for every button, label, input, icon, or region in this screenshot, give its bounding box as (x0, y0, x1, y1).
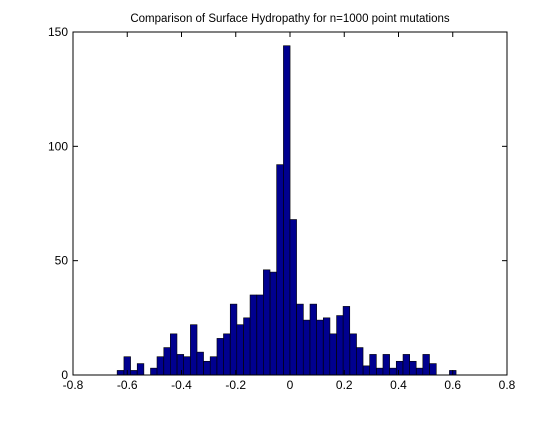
tick-labels-group: -0.8 -0.6 -0.4 -0.2 0 0.2 0.4 0.6 0.8 0 50 100 150 (48, 25, 516, 392)
bar-16 (223, 333, 231, 376)
bar-44 (409, 360, 417, 376)
chart-title: Comparison of Surface Hydropathy for n=1… (130, 13, 450, 25)
bar-7 (163, 347, 171, 376)
bar-47 (429, 363, 437, 376)
bar-29 (309, 303, 317, 376)
bar-5 (150, 367, 158, 376)
bar-45 (416, 367, 424, 376)
bar-19 (243, 317, 251, 376)
ticks-group (72, 31, 508, 376)
bar-2 (130, 370, 138, 376)
bar-0 (116, 370, 125, 376)
bar-35 (349, 333, 357, 376)
bar-46 (422, 354, 430, 376)
bar-30 (316, 319, 324, 376)
bar-42 (395, 360, 404, 376)
bar-22 (263, 269, 271, 376)
bar-43 (402, 354, 410, 376)
y-tick-label-0: 0 (61, 368, 68, 382)
bar-15 (216, 338, 224, 376)
bar-36 (356, 347, 364, 376)
bar-28 (302, 319, 311, 376)
bar-31 (322, 317, 331, 376)
x-tick-label-5: 0.2 (336, 378, 353, 392)
x-tick-label-7: 0.6 (444, 378, 461, 392)
y-tick-label-1: 50 (55, 254, 69, 268)
bar-21 (256, 294, 264, 376)
bar-20 (249, 294, 258, 376)
x-tick-label-0: -0.8 (63, 378, 84, 392)
y-tick-label-2: 100 (48, 139, 68, 153)
bar-34 (342, 306, 351, 376)
bar-18 (236, 324, 244, 376)
bar-8 (170, 333, 178, 376)
bar-41 (389, 367, 397, 376)
x-tick-label-6: 0.4 (390, 378, 407, 392)
bar-12 (196, 351, 204, 376)
x-tick-label-3: -0.2 (225, 378, 246, 392)
bar-10 (183, 356, 191, 376)
x-tick-label-4: 0 (287, 378, 294, 392)
bar-23 (269, 271, 278, 376)
bar-32 (329, 333, 337, 376)
bar-3 (136, 363, 145, 376)
bar-39 (376, 367, 384, 376)
bar-9 (176, 354, 185, 376)
bar-6 (156, 356, 164, 376)
bar-24 (276, 164, 284, 376)
bar-13 (203, 360, 211, 376)
x-tick-label-8: 0.8 (499, 378, 516, 392)
bar-33 (336, 315, 344, 376)
bar-27 (296, 303, 304, 376)
bar-25 (283, 45, 291, 376)
y-tick-label-3: 150 (48, 25, 68, 39)
x-tick-label-2: -0.4 (171, 378, 192, 392)
bar-37 (362, 365, 371, 376)
bar-26 (289, 219, 297, 376)
bar-17 (229, 303, 238, 376)
bar-11 (190, 324, 198, 376)
bar-38 (369, 354, 377, 376)
bar-40 (382, 354, 390, 376)
bar-14 (209, 356, 218, 376)
x-tick-label-1: -0.6 (117, 378, 138, 392)
